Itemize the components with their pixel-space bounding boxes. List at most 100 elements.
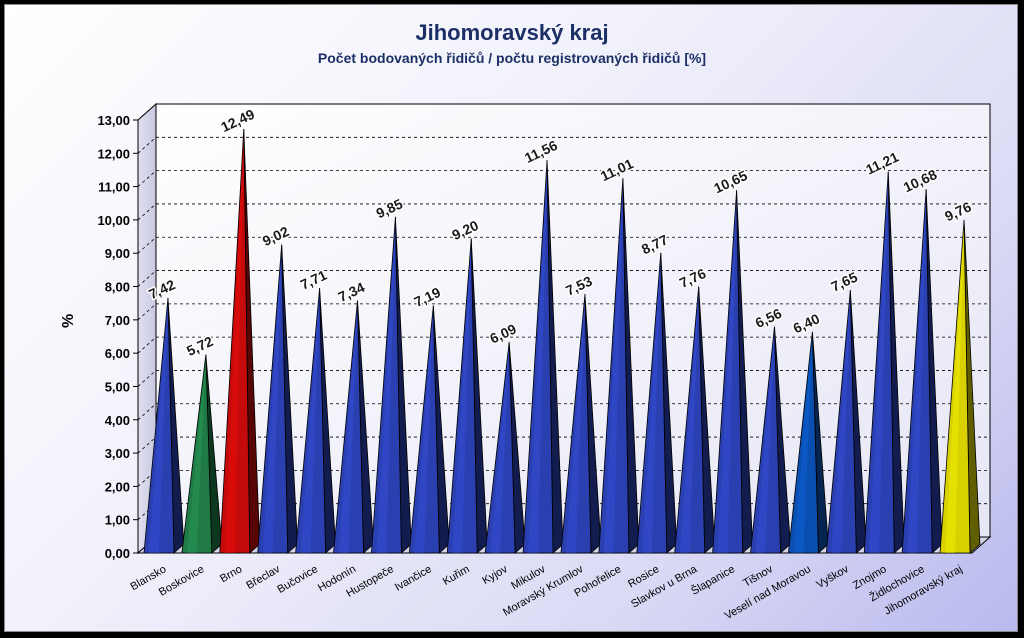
bar (939, 219, 981, 554)
grid-line-side (137, 370, 157, 387)
grid-line-side (137, 303, 157, 321)
y-tick-label: 9,00 (105, 246, 130, 261)
bar (143, 297, 185, 554)
bar-front (333, 300, 364, 554)
bar (484, 342, 526, 554)
bars (143, 128, 981, 554)
bar (825, 290, 867, 554)
bar-highlight (907, 189, 927, 553)
x-tick-label: Kyjov (480, 563, 510, 587)
y-tick-label: 11,00 (98, 180, 130, 195)
bar (333, 300, 374, 554)
bar (787, 331, 829, 554)
y-axis-ticks: 0,00 1,00 2,00 3,00 4,00 5,00 6,00 7,00 8,00 9,00… (97, 113, 972, 561)
y-tick-label: 5,00 (105, 379, 130, 394)
y-tick-label: 7,00 (105, 313, 130, 328)
bar-front (408, 305, 440, 554)
bar (370, 216, 412, 554)
bar-front (295, 288, 327, 554)
bar-front (750, 326, 781, 554)
grid-line-side (137, 137, 157, 154)
bar (674, 286, 715, 554)
bar (598, 178, 640, 554)
y-tick-label: 4,00 (105, 413, 130, 428)
bar-front (863, 171, 895, 554)
bar-highlight (755, 326, 775, 553)
bar-highlight (831, 290, 851, 553)
grid-line-side (137, 236, 157, 254)
bar-highlight (528, 159, 548, 553)
bar-front (712, 190, 743, 554)
bar-front (143, 297, 175, 554)
bar (522, 159, 564, 554)
bar-front (636, 252, 668, 554)
y-tick-label: 10,00 (97, 213, 130, 228)
bar (257, 244, 298, 554)
bar-front (181, 354, 213, 554)
bar-front (939, 219, 971, 554)
y-tick-label: 8,00 (105, 280, 130, 295)
y-tick-label: 3,00 (105, 446, 130, 461)
bar-front (219, 128, 251, 554)
bar-highlight (945, 219, 965, 553)
x-tick-label: Vyškov (814, 563, 851, 591)
bar-front (560, 294, 592, 554)
x-tick-label: Šlapanice (689, 562, 737, 597)
bar-front (825, 290, 857, 554)
bar-highlight (338, 300, 358, 553)
x-tick-label: Ivančice (393, 563, 434, 594)
y-tick-label: 12,00 (97, 146, 130, 161)
grid-line-side (137, 170, 157, 187)
bar (712, 190, 753, 554)
bar-highlight (641, 252, 661, 553)
bar (181, 354, 223, 554)
y-tick-label: 6,00 (105, 346, 130, 361)
bar-highlight (452, 238, 472, 554)
grid-line-side (137, 436, 157, 454)
x-tick-label: Brno (218, 563, 244, 585)
grid-line-side (137, 336, 157, 354)
bar-highlight (490, 342, 510, 553)
grid-line-side (137, 270, 157, 287)
x-tick-label: Kuřim (441, 563, 472, 588)
y-tick-label: 1,00 (105, 513, 130, 528)
bar-highlight (869, 171, 889, 553)
bar (750, 326, 791, 554)
bar (408, 305, 450, 554)
y-tick-label: 0,00 (105, 546, 130, 561)
bar (560, 294, 602, 554)
bar-front (370, 216, 402, 554)
bar-highlight (262, 244, 282, 553)
bar-front (257, 244, 289, 554)
chart-subtitle: Počet bodovaných řidičů / počtu registro… (317, 50, 707, 66)
bar-highlight (793, 331, 813, 553)
bar-highlight (565, 294, 585, 553)
bar-front (484, 342, 516, 554)
bar (295, 288, 336, 554)
bar-front (522, 159, 554, 554)
bar (636, 252, 678, 554)
bar-front (598, 178, 630, 554)
grid-line-side (137, 103, 157, 121)
bar (863, 171, 905, 554)
bar-front (446, 238, 478, 554)
y-tick-label: 13,00 (97, 113, 130, 128)
bar-front (787, 331, 819, 554)
bar-front (901, 189, 933, 554)
x-tick-label: Bučovice (275, 563, 320, 596)
bar-highlight (300, 288, 320, 553)
y-tick-label: 2,00 (105, 479, 130, 494)
bar-highlight (414, 305, 434, 553)
bar-highlight (376, 216, 396, 553)
bar-highlight (679, 286, 699, 553)
bar (446, 238, 488, 554)
grid-line-side (137, 203, 157, 221)
bar (219, 128, 261, 554)
bar-front (674, 286, 706, 554)
bar-highlight (717, 190, 737, 553)
bar-highlight (603, 178, 623, 554)
bar-highlight (186, 354, 206, 553)
grid-line-side (137, 403, 157, 421)
